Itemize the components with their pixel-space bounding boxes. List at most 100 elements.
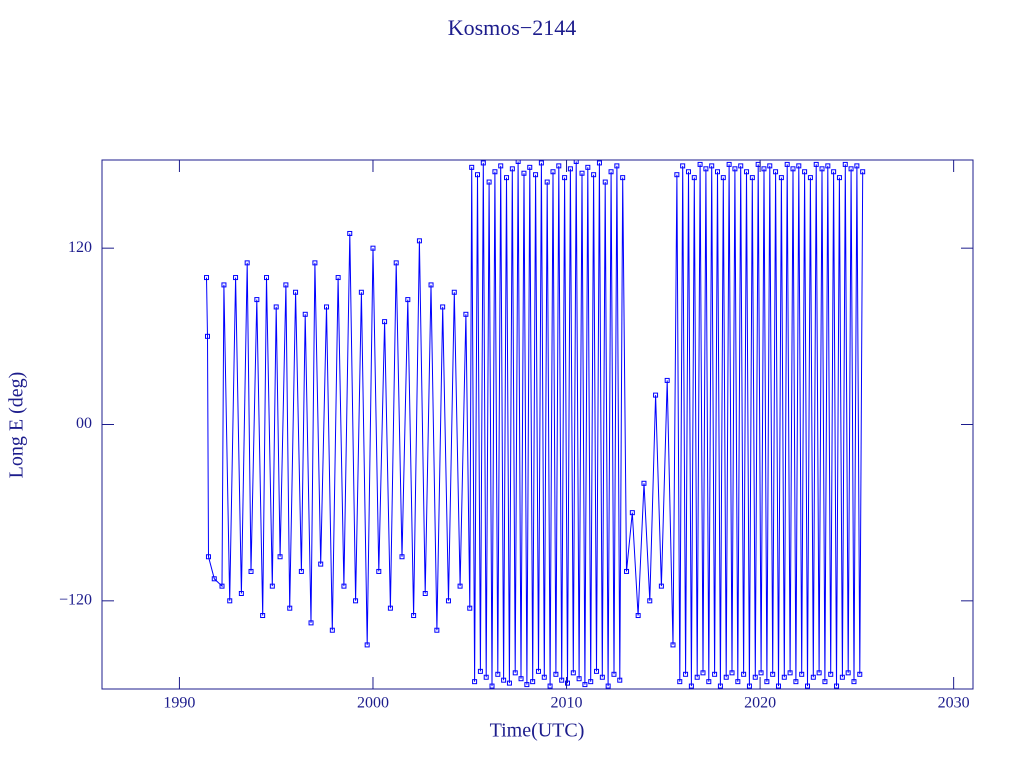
data-point [393, 260, 399, 266]
data-point [828, 671, 834, 677]
data-point [831, 169, 837, 175]
x-tick-label: 2030 [938, 695, 970, 712]
data-point [709, 163, 715, 169]
data-point [712, 671, 718, 677]
data-point [287, 605, 293, 611]
data-point [770, 671, 776, 677]
data-point [860, 169, 866, 175]
data-point [767, 163, 773, 169]
data-point [565, 680, 571, 686]
data-point [773, 169, 779, 175]
data-point [312, 260, 318, 266]
data-point [504, 175, 510, 181]
data-point [781, 674, 787, 680]
data-point [411, 613, 417, 619]
data-point [836, 175, 842, 181]
data-point [799, 671, 805, 677]
data-point [329, 627, 335, 633]
y-tick-label: 00 [76, 415, 92, 432]
data-point [834, 683, 840, 689]
data-point [620, 175, 626, 181]
data-point [533, 172, 539, 178]
data-point [248, 568, 254, 574]
plot-area [204, 160, 866, 689]
data-point [399, 554, 405, 560]
data-point [617, 677, 623, 683]
data-point [726, 161, 732, 167]
data-point [260, 613, 266, 619]
data-point [324, 304, 330, 310]
data-point [308, 620, 314, 626]
data-point [506, 680, 512, 686]
data-point [807, 175, 813, 181]
data-point [787, 670, 793, 676]
data-point [538, 160, 544, 166]
data-point [579, 170, 585, 176]
data-point [822, 679, 828, 685]
data-point [416, 238, 422, 244]
data-point [483, 674, 489, 680]
data-point [691, 175, 697, 181]
data-point [498, 163, 504, 169]
data-point [512, 670, 518, 676]
data-point [445, 598, 451, 604]
data-point [492, 169, 498, 175]
data-point [723, 674, 729, 680]
data-point [527, 164, 533, 170]
data-point [283, 282, 289, 288]
data-point [735, 679, 741, 685]
data-point [474, 172, 480, 178]
data-point [647, 598, 653, 604]
y-axis-label: Long E (deg) [6, 372, 28, 479]
data-point [477, 668, 483, 674]
data-point [318, 561, 324, 567]
data-point [273, 304, 279, 310]
data-point [556, 163, 562, 169]
y-tick-label: 120 [68, 239, 92, 256]
data-point [658, 583, 664, 589]
data-point [370, 245, 376, 251]
data-point [845, 670, 851, 676]
data-point [819, 166, 825, 172]
data-point [293, 289, 299, 295]
data-point [440, 304, 446, 310]
data-point [851, 679, 857, 685]
data-point [219, 583, 225, 589]
data-point [758, 670, 764, 676]
data-point [405, 297, 411, 303]
data-point [857, 671, 863, 677]
data-point [428, 282, 434, 288]
data-point [683, 671, 689, 677]
data-point [387, 605, 393, 611]
data-point [221, 282, 227, 288]
data-point [480, 160, 486, 166]
data-point [422, 590, 428, 596]
data-point [670, 642, 676, 648]
data-point [269, 583, 275, 589]
data-point [813, 161, 819, 167]
data-point [775, 683, 781, 689]
data-point [611, 671, 617, 677]
data-point [205, 554, 211, 560]
data-point [802, 169, 808, 175]
data-point [810, 674, 816, 680]
data-point [585, 164, 591, 170]
data-point [825, 163, 831, 169]
data-point [605, 683, 611, 689]
data-point [364, 642, 370, 648]
data-point [211, 576, 217, 582]
data-point [715, 169, 721, 175]
data-point [553, 671, 559, 677]
data-point [608, 169, 614, 175]
data-point [204, 275, 210, 281]
data-point [457, 583, 463, 589]
data-point [688, 683, 694, 689]
data-point [463, 311, 469, 317]
data-point [547, 683, 553, 689]
data-point [697, 161, 703, 167]
data-point [680, 163, 686, 169]
data-point [382, 319, 388, 325]
data-point [602, 179, 608, 185]
data-point [518, 676, 524, 682]
